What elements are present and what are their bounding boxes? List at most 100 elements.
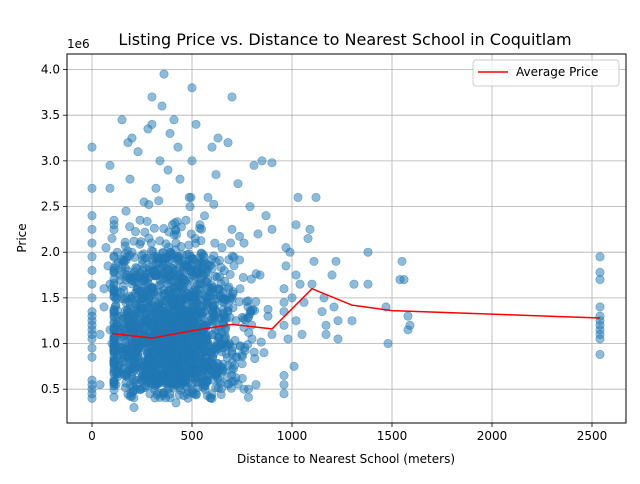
scatter-point [167, 297, 177, 307]
scatter-point [245, 202, 255, 212]
scatter-point [279, 371, 289, 381]
scatter-point [117, 115, 127, 125]
scatter-point [220, 276, 230, 286]
scatter-point [279, 297, 289, 307]
scatter-point [179, 275, 189, 285]
scatter-point [186, 229, 196, 239]
y-tick-label: 0.5 [41, 382, 60, 396]
chart-title: Listing Price vs. Distance to Nearest Sc… [118, 30, 571, 49]
scatter-point [293, 192, 303, 202]
scatter-point [173, 319, 183, 329]
scatter-point [333, 316, 343, 326]
scatter-point [181, 311, 191, 321]
scatter-point [203, 192, 213, 202]
y-tick-label: 3.0 [41, 154, 60, 168]
scatter-point [595, 311, 605, 321]
x-tick-label: 0 [88, 429, 96, 443]
scatter-point [349, 279, 359, 289]
scatter-point [212, 294, 222, 304]
scatter-point [135, 215, 145, 225]
scatter-point [187, 83, 197, 93]
scatter-point [226, 383, 236, 393]
scatter-point [291, 220, 301, 230]
scatter-point [233, 379, 243, 389]
scatter-point [125, 357, 135, 367]
scatter-point [227, 92, 237, 102]
scatter-point [189, 389, 199, 399]
scatter-point [157, 101, 167, 111]
scatter-point [295, 279, 305, 289]
scatter-point [204, 292, 214, 302]
scatter-point [256, 337, 266, 347]
scatter-point [149, 223, 159, 233]
scatter-point [181, 215, 191, 225]
scatter-point [279, 307, 289, 317]
scatter-point [235, 231, 245, 241]
scatter-point [109, 346, 119, 356]
scatter-point [303, 234, 313, 244]
scatter-point [347, 316, 357, 326]
scatter-point [235, 255, 245, 265]
scatter-point [237, 359, 247, 369]
scatter-point [179, 391, 189, 401]
scatter-point [131, 375, 141, 385]
scatter-point [139, 197, 149, 207]
scatter-point [95, 329, 105, 339]
average-price-line [111, 287, 601, 339]
scatter-point [595, 252, 605, 262]
average-line-group [111, 287, 601, 339]
scatter-point [87, 343, 97, 353]
legend-average-price-label: Average Price [516, 65, 598, 79]
scatter-point [184, 192, 194, 202]
scatter-point [147, 119, 157, 129]
scatter-point [207, 393, 217, 403]
scatter-point [200, 259, 210, 269]
scatter-point [309, 256, 319, 266]
scatter-point [155, 236, 165, 246]
scatter-point [235, 284, 245, 294]
scatter-point [279, 380, 289, 390]
scatter-point [291, 316, 301, 326]
scatter-point [183, 348, 193, 358]
scatter-point [87, 352, 97, 362]
scatter-point [175, 174, 185, 184]
scatter-point [117, 343, 127, 353]
scatter-point [194, 295, 204, 305]
scatter-point [129, 402, 139, 412]
scatter-point [255, 270, 265, 280]
axes-frame [66, 53, 627, 424]
scatter-point [87, 224, 97, 234]
scatter-point [297, 329, 307, 339]
scatter-point [197, 334, 207, 344]
scatter-point [399, 275, 409, 285]
scatter-point [105, 325, 115, 335]
scatter-point [261, 211, 271, 221]
scatter-point [123, 266, 133, 276]
scatter-point [221, 332, 231, 342]
scatter-point [124, 365, 134, 375]
scatter-point [227, 224, 237, 234]
scatter-point [305, 224, 315, 234]
scatter-point [251, 380, 261, 390]
scatter-point [279, 320, 289, 330]
scatter-point [109, 251, 119, 261]
scatter-point [211, 170, 221, 180]
scatter-point [223, 307, 233, 317]
scatter-point [95, 380, 105, 390]
y-tick-label: 3.5 [41, 108, 60, 122]
scatter-point [150, 360, 160, 370]
scatter-point [186, 333, 196, 343]
scatter-point [127, 133, 137, 143]
scatter-point [154, 196, 164, 206]
scatter-point [595, 302, 605, 312]
scatter-point [120, 237, 130, 247]
scatter-point [107, 284, 117, 294]
scatter-point [171, 398, 181, 408]
scatter-point [227, 251, 237, 261]
scatter-point [263, 311, 273, 321]
x-tick-label: 2000 [477, 429, 508, 443]
scatter-point [220, 314, 230, 324]
scatter-point [191, 358, 201, 368]
scatter-point [169, 115, 179, 125]
